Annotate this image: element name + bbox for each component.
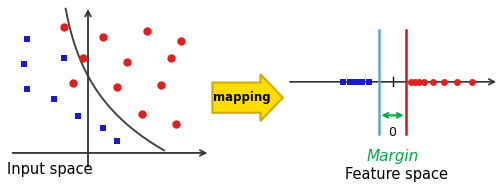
FancyArrow shape: [212, 74, 283, 121]
Text: mapping: mapping: [213, 91, 271, 104]
Text: Margin: Margin: [366, 149, 418, 164]
Text: Feature space: Feature space: [346, 167, 449, 182]
Text: Input space: Input space: [8, 162, 93, 177]
Text: 0: 0: [388, 126, 396, 140]
